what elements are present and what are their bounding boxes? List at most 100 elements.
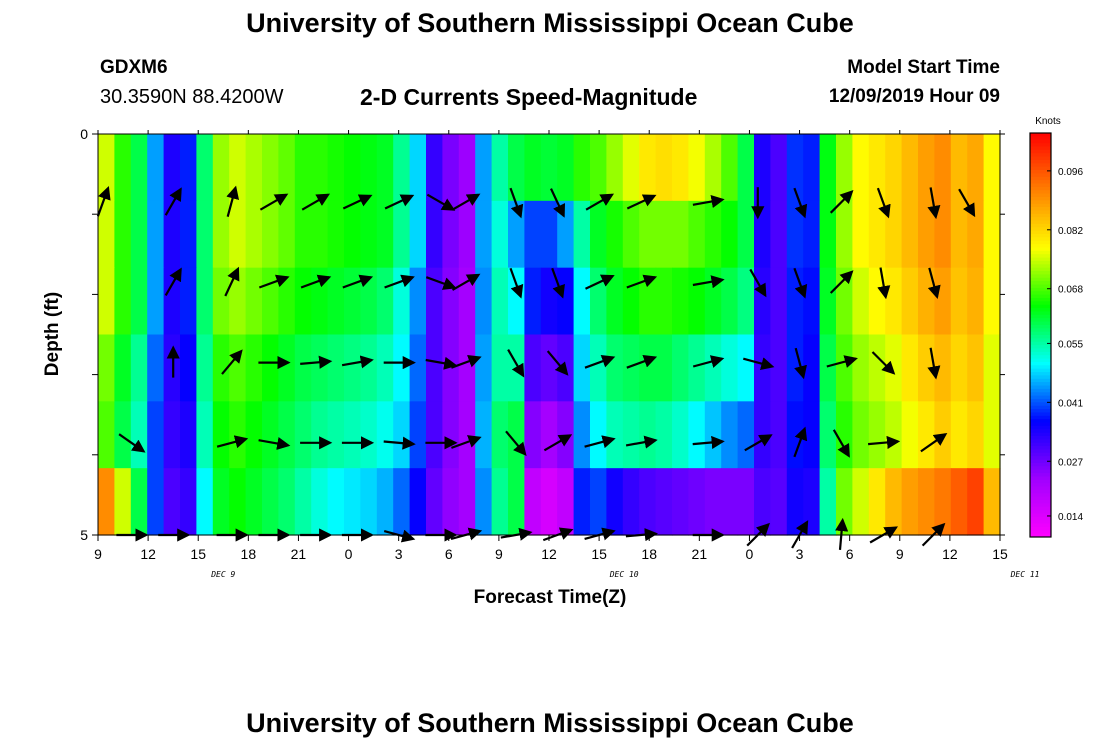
heatmap-cell bbox=[508, 200, 525, 269]
heatmap-cell bbox=[344, 134, 361, 202]
heatmap-cell bbox=[376, 334, 394, 402]
heatmap-cell bbox=[376, 200, 394, 269]
colorbar-swatch bbox=[1030, 170, 1051, 174]
heatmap-cell bbox=[655, 134, 673, 202]
x-tick-label: 6 bbox=[846, 546, 854, 562]
heatmap-cell bbox=[491, 200, 509, 269]
heatmap-cell bbox=[491, 267, 509, 336]
colorbar-swatch bbox=[1030, 156, 1051, 161]
heatmap-cell bbox=[688, 200, 706, 269]
colorbar-swatch bbox=[1030, 203, 1051, 208]
heatmap-cell bbox=[573, 401, 591, 469]
heatmap-cell bbox=[688, 401, 706, 469]
current-vector bbox=[384, 274, 415, 289]
heatmap-cell bbox=[950, 334, 968, 402]
station-coords: 30.3590N 88.4200W bbox=[100, 86, 284, 108]
model-start-value: 12/09/2019 Hour 09 bbox=[828, 86, 1000, 107]
heatmap-cell bbox=[114, 134, 132, 202]
heatmap-cell bbox=[606, 134, 624, 202]
heatmap-cell bbox=[868, 267, 886, 336]
heatmap-cell bbox=[508, 334, 525, 402]
heatmap-cell bbox=[590, 334, 607, 402]
heatmap-cell bbox=[426, 134, 443, 202]
heatmap-cell bbox=[737, 134, 755, 202]
colorbar-swatch bbox=[1030, 335, 1051, 339]
heatmap-cell bbox=[983, 134, 1001, 202]
current-vector bbox=[509, 187, 524, 219]
y-axis: 05 bbox=[80, 126, 1005, 543]
colorbar-swatch bbox=[1030, 308, 1051, 312]
heatmap-cell bbox=[163, 468, 181, 536]
x-tick-label: 21 bbox=[291, 546, 307, 562]
heatmap-cell bbox=[770, 267, 788, 336]
heatmap-cell bbox=[770, 468, 788, 536]
heatmap-cell bbox=[540, 401, 558, 469]
colorbar-swatch bbox=[1030, 378, 1051, 383]
heatmap-cell bbox=[393, 134, 411, 202]
colorbar-tick-label: 0.055 bbox=[1058, 339, 1083, 350]
colorbar-swatch bbox=[1030, 446, 1051, 450]
current-vector bbox=[259, 193, 289, 211]
heatmap-cell bbox=[606, 468, 624, 536]
heatmap-cell bbox=[606, 334, 624, 402]
heatmap-cell bbox=[704, 334, 722, 402]
colorbar-swatch bbox=[1030, 196, 1051, 201]
heatmap-cell bbox=[786, 468, 804, 536]
colorbar-swatch bbox=[1030, 422, 1051, 427]
heatmap-cell bbox=[393, 267, 411, 336]
heatmap-cell bbox=[426, 267, 443, 336]
colorbar-swatch bbox=[1030, 277, 1051, 282]
heatmap-cell bbox=[262, 134, 279, 202]
heatmap-cell bbox=[294, 334, 312, 402]
date-label: DEC 11 bbox=[1010, 570, 1040, 579]
heatmap-cell bbox=[524, 200, 542, 269]
x-tick-label: 9 bbox=[896, 546, 904, 562]
current-vector bbox=[509, 267, 524, 299]
colorbar-swatch bbox=[1030, 385, 1051, 390]
heatmap-cell bbox=[245, 468, 263, 536]
current-vector bbox=[793, 426, 808, 458]
colorbar-swatch bbox=[1030, 200, 1051, 205]
heatmap-cell bbox=[639, 200, 657, 269]
heatmap-cell bbox=[245, 401, 263, 469]
heatmap-cell bbox=[868, 134, 886, 202]
heatmap-cell bbox=[163, 134, 181, 202]
y-tick-label: 5 bbox=[80, 527, 88, 543]
heatmap-cell bbox=[212, 200, 230, 269]
current-vector bbox=[300, 355, 333, 369]
heatmap-cell bbox=[311, 334, 329, 402]
heatmap-cell bbox=[294, 200, 312, 269]
colorbar-swatch bbox=[1030, 345, 1051, 349]
chart-subtitle: 2-D Currents Speed-Magnitude bbox=[360, 84, 698, 110]
date-label: DEC 10 bbox=[609, 570, 639, 579]
colorbar-swatch bbox=[1030, 513, 1051, 518]
colorbar-swatch bbox=[1030, 237, 1051, 242]
colorbar-swatch bbox=[1030, 372, 1051, 376]
colorbar-swatch bbox=[1030, 190, 1051, 195]
heatmap-cell bbox=[130, 267, 148, 336]
heatmap-cell bbox=[147, 200, 165, 269]
colorbar-swatch bbox=[1030, 486, 1051, 491]
colorbar-swatch bbox=[1030, 180, 1051, 184]
colorbar-swatch bbox=[1030, 143, 1051, 147]
colorbar-swatch bbox=[1030, 341, 1051, 346]
colorbar-swatch bbox=[1030, 392, 1051, 397]
colorbar-swatch bbox=[1030, 250, 1051, 255]
current-vector bbox=[877, 267, 891, 300]
heatmap-cell bbox=[393, 401, 411, 469]
heatmap-cell bbox=[622, 334, 640, 402]
x-tick-label: 3 bbox=[796, 546, 804, 562]
colorbar-swatch bbox=[1030, 452, 1051, 457]
current-vector bbox=[226, 185, 240, 217]
heatmap-cell bbox=[721, 200, 739, 269]
colorbar-swatch bbox=[1030, 405, 1051, 410]
heatmap-cell bbox=[196, 468, 214, 536]
heatmap-cell bbox=[294, 401, 312, 469]
colorbar-swatch bbox=[1030, 230, 1051, 235]
heatmap-cell bbox=[737, 200, 755, 269]
colorbar-swatch bbox=[1030, 267, 1051, 272]
heatmap-cell bbox=[852, 468, 870, 536]
heatmap-cell bbox=[590, 401, 607, 469]
model-start-label: Model Start Time bbox=[847, 57, 1000, 78]
heatmap-cell bbox=[344, 468, 361, 536]
